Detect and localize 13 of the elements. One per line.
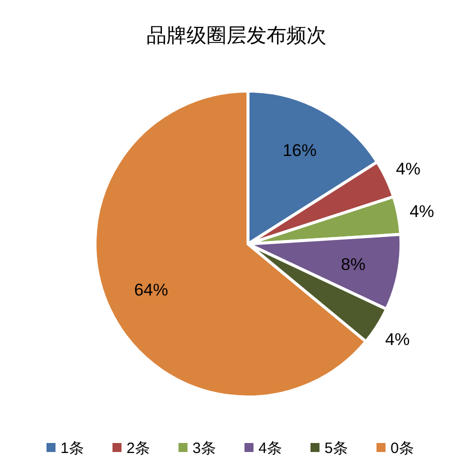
legend-label: 2条 — [126, 440, 150, 457]
data-label: 8% — [340, 255, 366, 274]
data-label: 64% — [134, 280, 168, 300]
legend-label: 5条 — [324, 440, 348, 457]
legend-label: 1条 — [60, 440, 84, 457]
data-label: 4% — [385, 330, 410, 349]
data-label: 16% — [282, 141, 317, 160]
chart-title: 品牌级圈层发布频次 — [146, 25, 326, 47]
legend-label: 4条 — [258, 440, 282, 457]
legend-label: 0条 — [390, 440, 414, 457]
data-label: 4% — [396, 160, 420, 179]
data-label: 4% — [410, 202, 434, 221]
legend-label: 3条 — [192, 440, 216, 457]
